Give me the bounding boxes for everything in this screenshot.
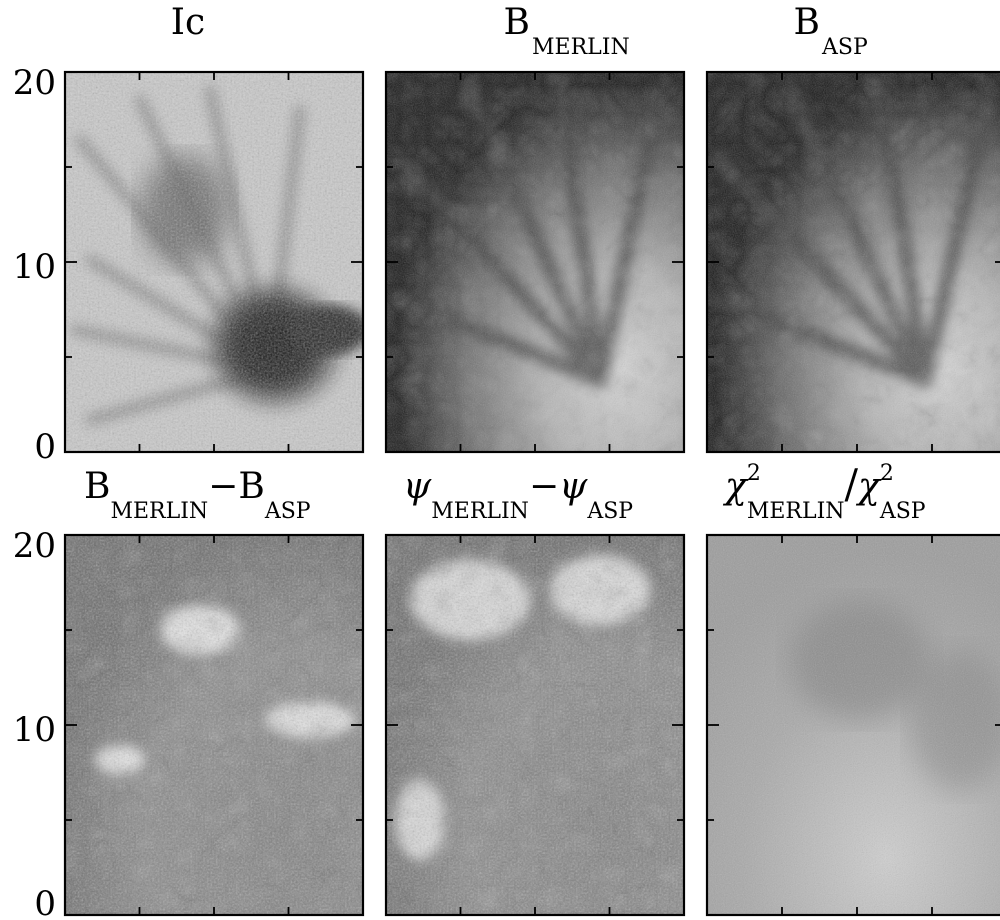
y-tick-label-bottom-20: 20 — [13, 526, 56, 566]
y-axis-bottom: 20 10 0 — [13, 526, 56, 920]
panel-psi-diff: ψMERLIN−ψASP — [384, 466, 686, 917]
y-tick-label-top-0: 0 — [34, 427, 56, 467]
y-tick-label-bottom-0: 0 — [34, 884, 56, 920]
b-merlin-image — [386, 72, 684, 452]
y-axis-top: 20 10 0 — [13, 63, 56, 467]
ic-title: Ic — [171, 2, 205, 43]
panel-ic: Ic — [63, 2, 365, 454]
b-diff-image — [65, 535, 363, 915]
chi-ratio-image — [707, 535, 1000, 915]
panel-b-diff: BMERLIN−BASP — [63, 466, 365, 917]
panel-chi-ratio: χ2 MERLIN/χ2 ASP — [705, 461, 1000, 917]
chi-ratio-title: χ2 MERLIN/χ2 ASP — [722, 461, 926, 524]
y-tick-label-top-20: 20 — [13, 63, 56, 103]
b-asp-image — [707, 72, 1000, 452]
ic-image — [65, 72, 363, 452]
y-tick-label-bottom-10: 10 — [13, 710, 56, 750]
b-merlin-title-base: B — [504, 2, 530, 43]
b-merlin-title-sub: MERLIN — [532, 35, 630, 60]
panel-b-merlin: B MERLIN — [384, 2, 686, 454]
psi-diff-title: ψMERLIN−ψASP — [403, 466, 633, 524]
panel-b-asp: B ASP — [705, 2, 1000, 454]
b-asp-title-base: B — [794, 2, 820, 43]
b-asp-title-sub: ASP — [821, 35, 868, 60]
axis-ticks — [65, 71, 1000, 916]
y-tick-label-top-10: 10 — [13, 247, 56, 287]
b-diff-title: BMERLIN−BASP — [84, 466, 311, 524]
psi-diff-image — [386, 535, 684, 915]
